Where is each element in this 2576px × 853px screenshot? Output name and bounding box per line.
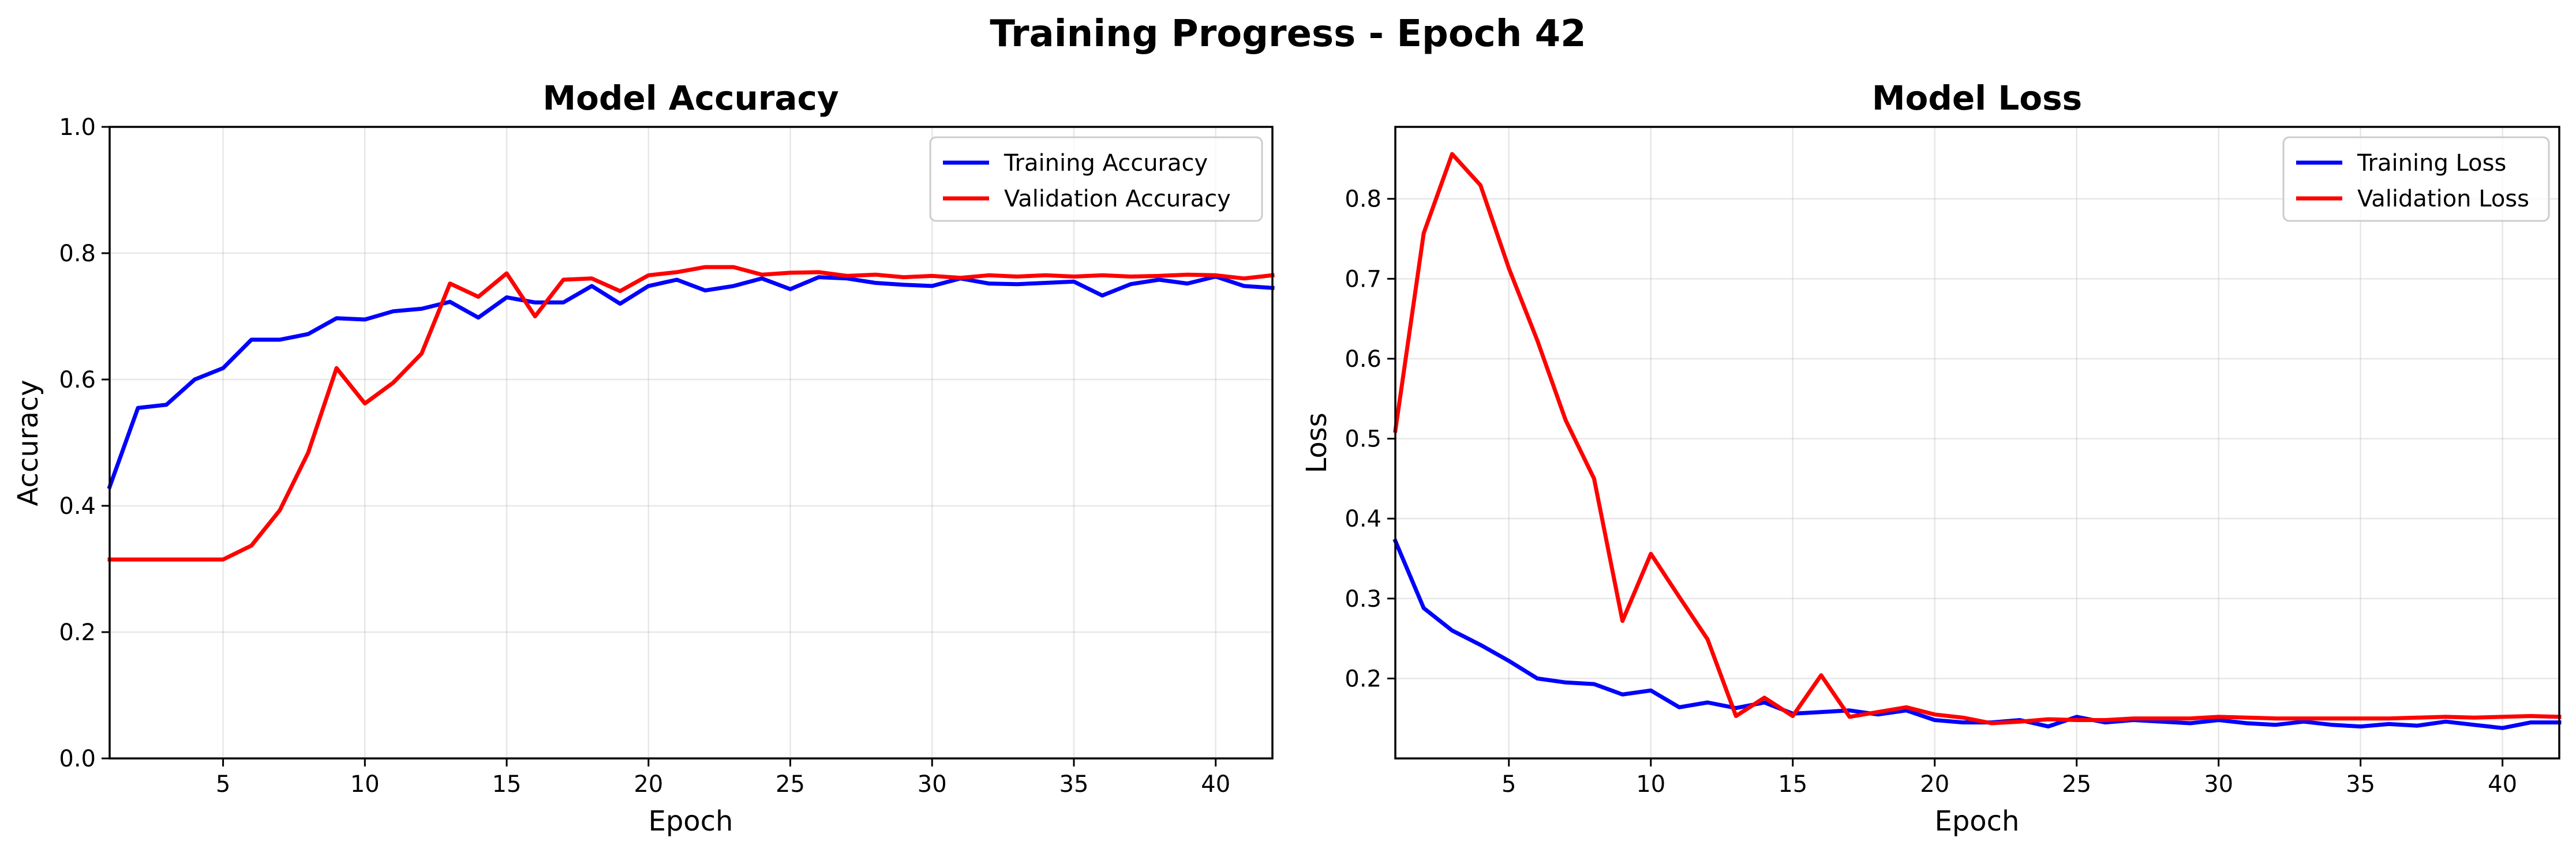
figure-title: Training Progress - Epoch 42: [990, 13, 1586, 55]
loss-y-tick-label: 0.4: [1345, 506, 1381, 532]
accuracy-series-validation-line: [107, 265, 1275, 562]
accuracy-legend: Training Accuracy Validation Accuracy: [929, 136, 1263, 222]
accuracy-y-axis-label: Accuracy: [12, 379, 44, 506]
loss-series-validation-line: [1393, 152, 2562, 726]
loss-x-tick-label: 25: [2062, 771, 2091, 798]
accuracy-x-axis-label: Epoch: [649, 805, 733, 837]
accuracy-x-tick-label: 20: [634, 771, 663, 798]
loss-y-tick-label: 0.7: [1345, 266, 1381, 292]
accuracy-series-training-line: [107, 275, 1275, 490]
loss-y-tick-label: 0.6: [1345, 346, 1381, 373]
accuracy-y-tick-label: 0.8: [59, 241, 96, 267]
accuracy-y-tick-label: 0.6: [59, 367, 96, 393]
loss-series-training-line: [1392, 538, 2562, 730]
loss-x-tick-label: 30: [2204, 771, 2233, 798]
loss-legend: Training Loss Validation Loss: [2282, 136, 2550, 222]
loss-legend-training-label: Training Loss: [2357, 150, 2506, 176]
loss-y-tick-label: 0.8: [1345, 186, 1381, 213]
accuracy-y-tick-label: 0.0: [59, 746, 96, 772]
accuracy-x-tick-label: 10: [350, 771, 380, 798]
accuracy-plot-frame: [108, 126, 1274, 760]
loss-plot-frame: [1394, 126, 2560, 760]
accuracy-x-tick-label: 25: [776, 771, 805, 798]
loss-chart: Model Loss Epoch Loss 5 10 15 20 25 30 35 40 0.2…: [1301, 78, 2562, 837]
loss-legend-box: [2282, 136, 2550, 222]
accuracy-x-tick-label: 40: [1201, 771, 1230, 798]
accuracy-x-tick-label: 35: [1059, 771, 1089, 798]
accuracy-legend-training-label: Training Accuracy: [1004, 150, 1208, 176]
accuracy-y-tick-label: 0.2: [59, 619, 96, 646]
loss-x-axis-label: Epoch: [1935, 805, 2020, 837]
loss-x-tick-label: 15: [1778, 771, 1807, 798]
accuracy-y-tick-label: 0.4: [59, 493, 96, 520]
loss-x-tick-label: 40: [2488, 771, 2517, 798]
loss-y-axis-label: Loss: [1301, 412, 1333, 473]
accuracy-chart-title: Model Accuracy: [542, 78, 838, 118]
accuracy-y-tick-label: 1.0: [59, 114, 96, 141]
loss-y-tick-label: 0.2: [1345, 666, 1381, 692]
loss-x-tick-label: 35: [2346, 771, 2375, 798]
accuracy-x-tick-label: 5: [216, 771, 230, 798]
loss-y-tick-label: 0.5: [1345, 426, 1381, 453]
accuracy-legend-validation-label: Validation Accuracy: [1004, 186, 1231, 212]
loss-x-tick-label: 20: [1920, 771, 1949, 798]
loss-chart-title: Model Loss: [1872, 78, 2082, 118]
accuracy-legend-box: [929, 136, 1263, 222]
loss-x-tick-label: 5: [1502, 771, 1516, 798]
loss-x-tick-label: 10: [1636, 771, 1665, 798]
accuracy-x-tick-label: 15: [492, 771, 522, 798]
accuracy-chart: Model Accuracy Epoch Accuracy 5 10 15 20 25 3…: [12, 78, 1275, 837]
loss-y-tick-label: 0.3: [1345, 586, 1381, 612]
loss-grid: [1395, 127, 2559, 758]
accuracy-x-tick-label: 30: [918, 771, 947, 798]
loss-legend-validation-label: Validation Loss: [2357, 186, 2529, 212]
